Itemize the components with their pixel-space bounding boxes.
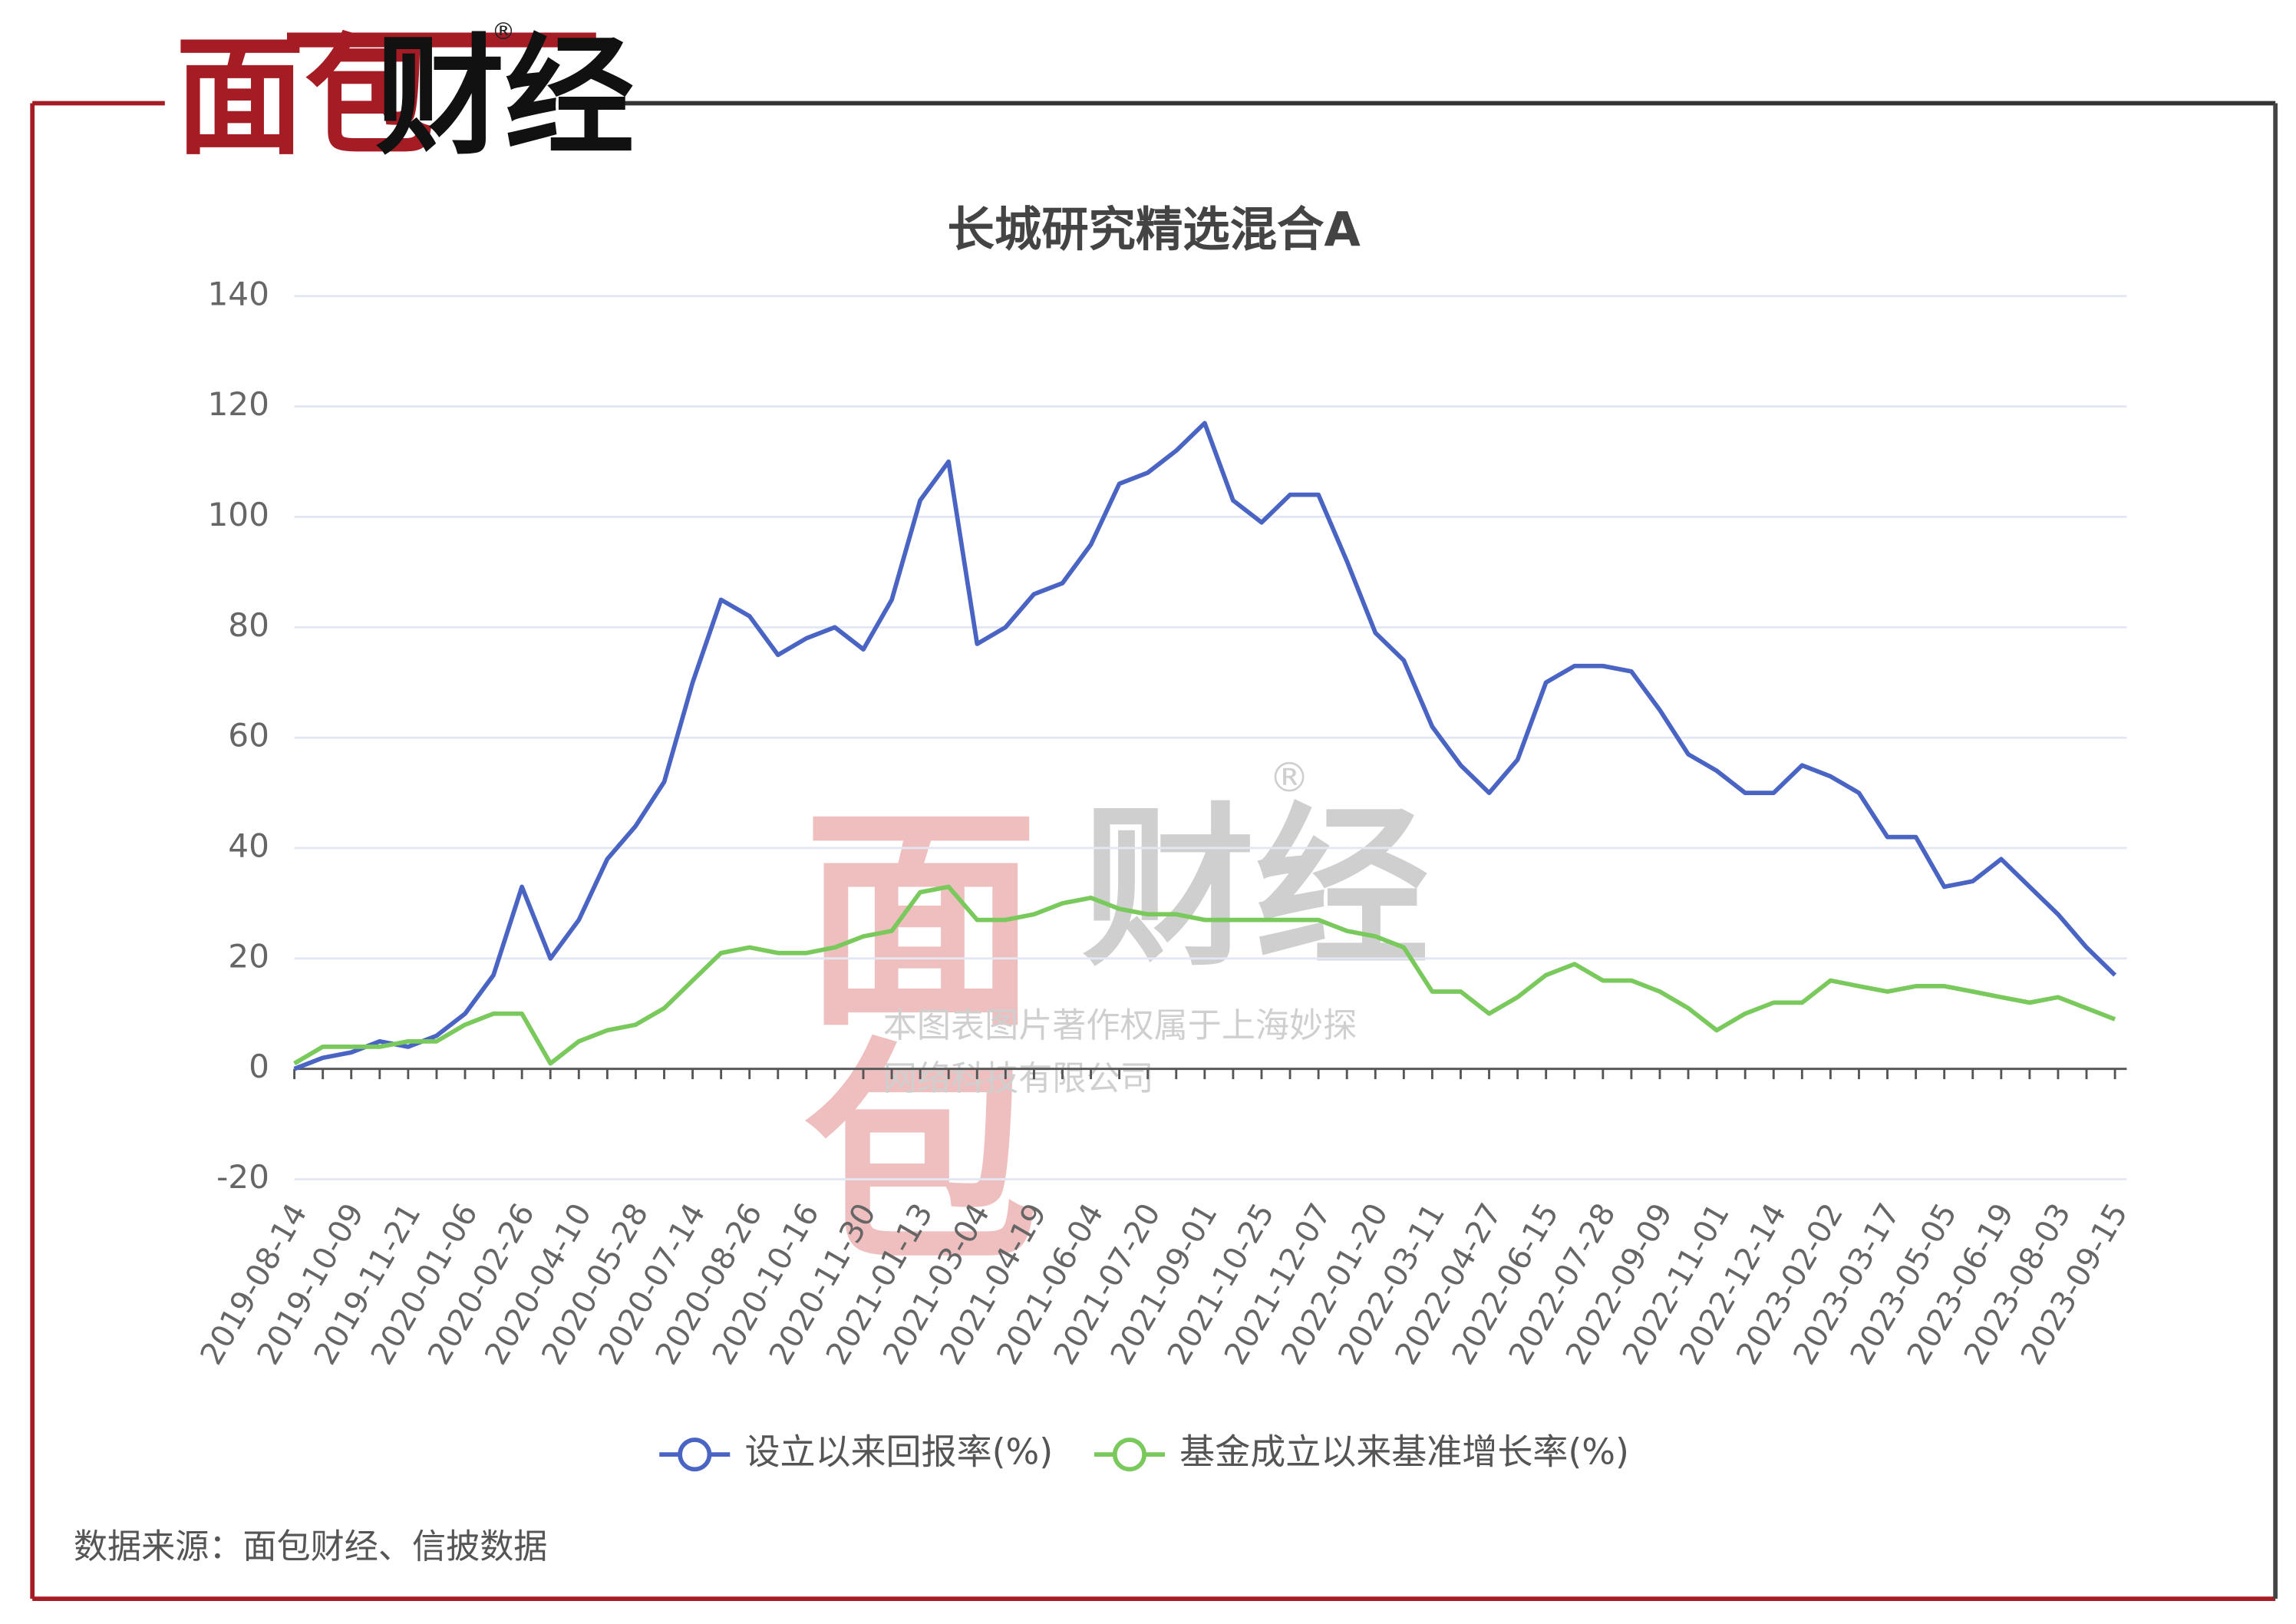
watermark-registered: ® xyxy=(1268,753,1310,801)
source: 数据来源：面包财经、信披数据 xyxy=(74,1527,548,1566)
logo-red: 面包 xyxy=(175,21,434,173)
watermark-red: 面包 xyxy=(763,795,1038,1266)
y-tick-label: 40 xyxy=(228,827,269,864)
legend-marker xyxy=(678,1438,712,1472)
y-tick-label: 0 xyxy=(249,1048,269,1085)
watermark: 面包 财经 ® 本图表图片著作权属于上海妙探 网络科技有限公司 xyxy=(763,753,1429,1266)
y-tick-label: 100 xyxy=(207,496,269,533)
legend-label: 基金成立以来基准增长率(%) xyxy=(1179,1431,1629,1473)
series-line xyxy=(293,884,2116,1066)
series-line xyxy=(293,421,2117,1071)
registered-mark: ® xyxy=(492,18,516,45)
y-tick-label: 20 xyxy=(228,937,269,975)
legend-marker xyxy=(1112,1438,1147,1472)
logo-black: 财经 xyxy=(375,21,635,173)
chart-title: 长城研究精选混合A xyxy=(947,203,1361,257)
y-tick-label: -20 xyxy=(216,1158,269,1196)
watermark-text: 本图表图片著作权属于上海妙探 xyxy=(883,1006,1357,1045)
y-tick-label: 60 xyxy=(228,717,269,754)
y-tick-label: 120 xyxy=(207,385,269,423)
logo-bar xyxy=(287,32,596,48)
y-tick-label: 80 xyxy=(228,606,269,644)
watermark-text: 网络科技有限公司 xyxy=(883,1059,1154,1098)
watermark-black: 财经 xyxy=(1082,788,1430,990)
legend-label: 设立以来回报率(%) xyxy=(744,1431,1053,1473)
y-tick-label: 140 xyxy=(207,275,269,312)
